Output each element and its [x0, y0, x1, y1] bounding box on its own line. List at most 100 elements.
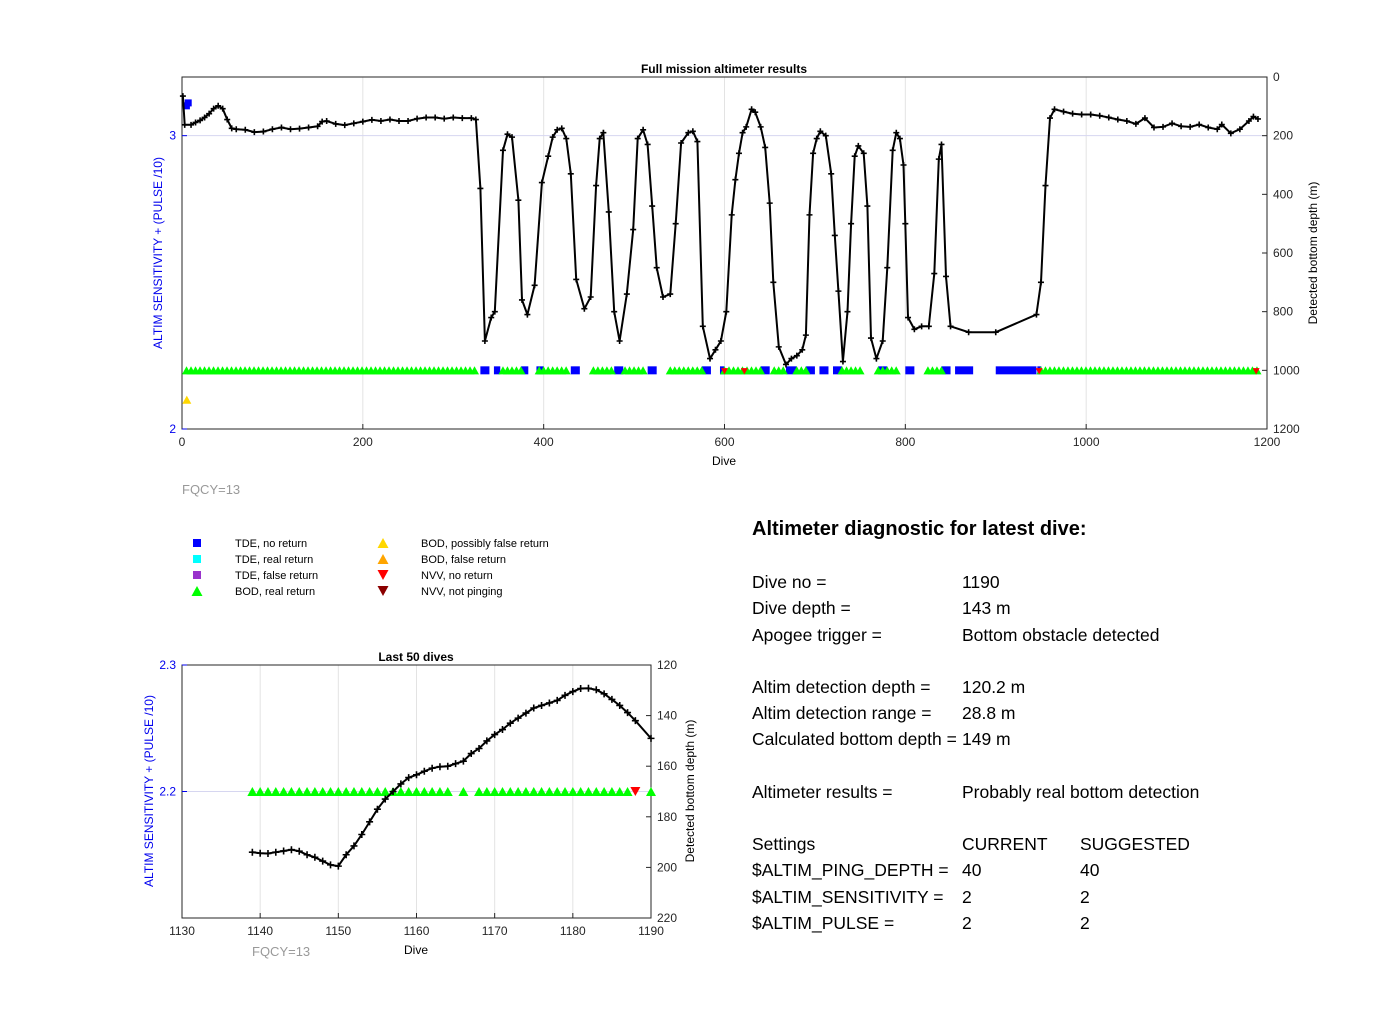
bod-real-return-marker	[470, 366, 480, 375]
tde-no-return-marker	[521, 366, 529, 375]
depth-point-marker	[504, 131, 511, 138]
depth-point-marker	[350, 120, 357, 127]
bod-real-return-marker	[481, 787, 492, 796]
depth-point-marker	[1105, 114, 1112, 121]
suggested-header: SUGGESTED	[1080, 834, 1190, 855]
depth-point-marker	[1123, 118, 1130, 124]
depth-point-marker	[272, 848, 280, 856]
depth-point-marker	[472, 116, 479, 123]
depth-point-marker	[608, 695, 616, 703]
depth-point-marker	[201, 114, 208, 121]
tde-no-return-marker	[905, 366, 915, 375]
depth-point-marker	[538, 701, 546, 709]
depth-point-marker	[553, 696, 561, 704]
depth-point-marker	[450, 114, 457, 121]
x-tick-label: 1000	[1073, 435, 1100, 449]
bod-real-return-marker	[474, 787, 485, 796]
depth-point-marker	[793, 352, 800, 359]
bottom-chart-right-ticks: 120 140 160 180 200 220	[646, 658, 677, 925]
bottom-chart-left-axis-label: ALTIM SENSITIVITY + (PULSE /10)	[142, 695, 156, 887]
depth-point-marker	[381, 795, 389, 803]
depth-point-marker	[879, 338, 886, 344]
depth-point-marker	[896, 135, 903, 142]
top-chart-markers	[182, 99, 1262, 404]
bod-real-return-marker	[756, 366, 765, 375]
depth-point-marker	[287, 846, 295, 854]
dive-depth-value: 143 m	[962, 598, 1011, 619]
bod-real-return-marker	[544, 787, 555, 796]
bod-real-return-marker	[317, 787, 328, 796]
depth-point-marker	[554, 126, 561, 133]
altim-results-row: Altimeter results = Probably real bottom…	[752, 779, 1372, 805]
settings-header-row: Settings CURRENT SUGGESTED	[752, 831, 1372, 857]
bod-real-return-marker	[278, 787, 289, 796]
bod-real-return-marker	[583, 787, 594, 796]
bod-real-return-marker	[356, 787, 367, 796]
depth-point-marker	[902, 220, 909, 227]
bod-real-return-marker	[395, 787, 406, 796]
y-left-tick-label: 2	[169, 422, 176, 436]
bod-real-return-marker	[419, 787, 430, 796]
depth-point-marker	[806, 211, 813, 218]
depth-point-marker	[491, 731, 499, 739]
depth-point-marker	[514, 714, 522, 722]
depth-point-marker	[611, 308, 618, 315]
depth-point-marker	[475, 744, 483, 752]
depth-point-marker	[260, 128, 267, 135]
top-chart-grid	[182, 77, 1267, 429]
tde-no-return-marker	[819, 366, 829, 375]
tde-no-return-marker	[805, 366, 815, 375]
depth-point-marker	[889, 147, 896, 154]
depth-point-marker	[314, 123, 321, 130]
nvv-no-return-marker	[721, 368, 728, 375]
tde-no-return-marker	[701, 366, 711, 375]
depth-point-marker	[210, 105, 217, 112]
y-right-tick-label: 400	[1273, 187, 1293, 201]
depth-point-marker	[215, 102, 222, 109]
depth-point-marker	[334, 862, 342, 870]
x-tick-label: 1160	[404, 924, 430, 938]
depth-point-marker	[616, 701, 624, 709]
depth-point-marker	[397, 780, 405, 788]
depth-point-marker	[311, 853, 319, 861]
depth-point-marker	[799, 346, 806, 353]
depth-point-marker	[757, 123, 764, 130]
bottom-chart-right-axis-label: Detected bottom depth (m)	[683, 720, 697, 863]
bottom-chart-x-label: Dive	[404, 943, 428, 957]
legend-triangle-marker	[191, 586, 203, 596]
legend-label: BOD, false return	[421, 554, 506, 566]
altim-results-label: Altimeter results =	[752, 781, 893, 802]
depth-point-marker	[653, 264, 660, 271]
ping-depth-row: $ALTIM_PING_DEPTH = 40 40	[752, 857, 1372, 883]
depth-point-marker	[802, 332, 809, 339]
depth-point-marker	[634, 135, 641, 142]
depth-point-marker	[491, 308, 498, 315]
bod-real-return-marker	[552, 787, 563, 796]
bod-real-return-marker	[599, 787, 610, 796]
depth-point-marker	[573, 276, 580, 283]
depth-point-marker	[644, 141, 651, 148]
depth-point-marker	[305, 124, 312, 131]
depth-point-marker	[828, 170, 835, 177]
depth-point-marker	[452, 760, 460, 768]
depth-point-marker	[831, 232, 838, 239]
depth-point-marker	[630, 226, 637, 233]
depth-point-marker	[256, 849, 264, 857]
bottom-chart-depth-series	[248, 684, 655, 870]
y-right-tick-label: 180	[657, 810, 677, 824]
depth-point-marker	[1051, 106, 1058, 113]
depth-point-marker	[509, 134, 516, 141]
tde-no-return-marker	[647, 366, 657, 375]
depth-point-marker	[389, 788, 397, 795]
tde-no-return-marker	[941, 366, 951, 375]
depth-point-marker	[295, 847, 303, 855]
bod-real-return-marker	[638, 366, 648, 375]
depth-point-marker	[925, 323, 932, 330]
y-left-tick-label: 3	[169, 129, 176, 143]
bod-real-return-marker	[536, 787, 547, 796]
depth-point-marker	[788, 355, 795, 362]
nvv-no-return-marker	[630, 787, 641, 796]
depth-point-marker	[1132, 120, 1139, 127]
depth-point-marker	[506, 719, 514, 727]
depth-point-marker	[459, 757, 467, 765]
